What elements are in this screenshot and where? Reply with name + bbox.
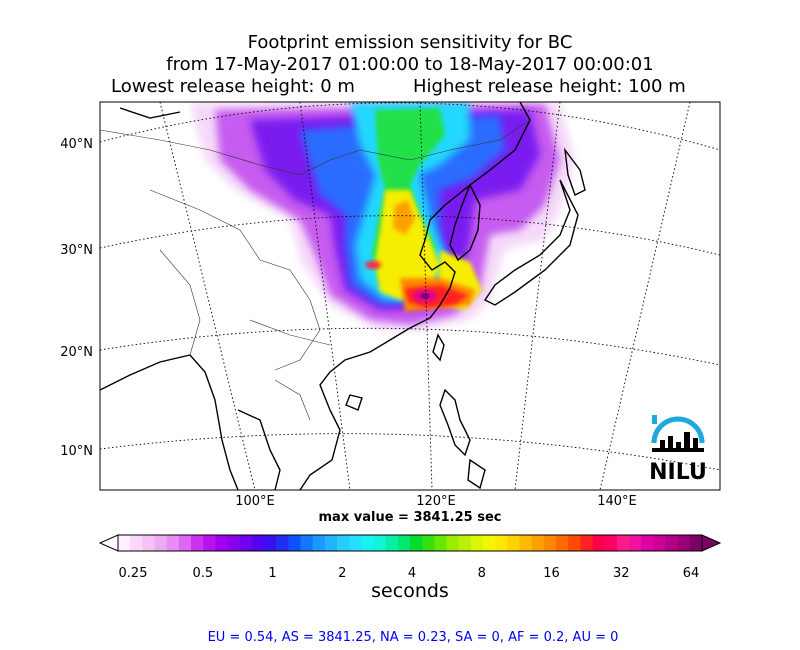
colorbar: 0.25 0.5 1 2 4 8 16 32 64 — [98, 534, 722, 581]
colorbar-cell — [154, 535, 168, 551]
longitude-labels: 100°E 120°E 140°E — [235, 494, 637, 509]
colorbar-cell — [519, 535, 533, 551]
colorbar-tick-label: 32 — [613, 566, 630, 581]
lat-label: 40°N — [60, 137, 93, 152]
colorbar-cell — [604, 535, 618, 551]
highest-release-height: Highest release height: 100 m — [413, 76, 686, 97]
colorbar-units-label: seconds — [371, 580, 449, 602]
colorbar-cell — [288, 535, 302, 551]
colorbar-cell — [349, 535, 362, 551]
colorbar-cell — [641, 535, 654, 551]
map-frame — [99, 101, 721, 491]
lowest-release-height: Lowest release height: 0 m — [111, 76, 355, 97]
colorbar-cell — [239, 535, 253, 551]
logo-text: NILU — [649, 460, 707, 485]
colorbar-frame — [117, 534, 703, 552]
colorbar-tick-label: 64 — [683, 566, 700, 581]
logo-arc — [651, 416, 705, 444]
colorbar-cell — [470, 535, 484, 551]
colorbar-cell — [324, 535, 338, 551]
colorbar-cell — [689, 535, 703, 551]
nilu-logo: NILU — [649, 415, 707, 485]
colorbar-cell — [300, 535, 314, 551]
colorbar-cell — [580, 535, 594, 551]
colorbar-cell — [483, 535, 496, 551]
colorbar-cell — [543, 535, 557, 551]
colorbar-cell — [410, 535, 423, 551]
colorbar-max-arrow — [701, 534, 722, 552]
colorbar-cell — [616, 535, 630, 551]
colorbar-cell — [215, 535, 229, 551]
colorbar-cell — [385, 535, 399, 551]
colorbar-cell — [227, 535, 241, 551]
colorbar-tick-label: 8 — [478, 566, 486, 581]
colorbar-cell — [337, 535, 350, 551]
colorbar-cell — [434, 535, 448, 551]
country-borders — [100, 119, 531, 421]
colorbar-cell — [397, 535, 411, 551]
colorbar-tick-label: 0.5 — [192, 566, 213, 581]
colorbar-cell — [361, 535, 375, 551]
colorbar-tick-label: 4 — [408, 566, 416, 581]
max-value-label: max value = 3841.25 sec — [318, 510, 502, 525]
graticule — [100, 102, 720, 490]
colorbar-tick-label: 1 — [268, 566, 276, 581]
colorbar-cell — [629, 535, 642, 551]
colorbar-cell — [531, 535, 545, 551]
colorbar-cell — [446, 535, 460, 551]
plot-title-line-3: Lowest release height: 0 m Highest relea… — [0, 76, 800, 142]
colorbar-cell — [507, 535, 521, 551]
colorbar-cell — [142, 535, 156, 551]
colorbar-tick-label: 16 — [543, 566, 560, 581]
colorbar-cell — [178, 535, 192, 551]
colorbar-cell — [665, 535, 679, 551]
colorbar-cell — [118, 535, 131, 551]
colorbar-cell — [592, 535, 606, 551]
colorbar-cell — [166, 535, 180, 551]
regional-stats: EU = 0.54, AS = 3841.25, NA = 0.23, SA =… — [207, 630, 619, 645]
colorbar-cell — [556, 535, 569, 551]
colorbar-cell — [653, 535, 667, 551]
colorbar-cell — [422, 535, 435, 551]
lon-label: 100°E — [235, 494, 275, 509]
colorbar-cell — [373, 535, 387, 551]
colorbar-cell — [251, 535, 265, 551]
colorbar-min-arrow — [98, 534, 119, 552]
coastlines — [100, 102, 586, 490]
colorbar-tick-label: 0.25 — [119, 566, 148, 581]
colorbar-cell — [568, 535, 581, 551]
colorbar-cell — [203, 535, 216, 551]
colorbar-cell — [276, 535, 289, 551]
plot-title-line-2: from 17-May-2017 01:00:00 to 18-May-2017… — [166, 54, 654, 75]
colorbar-cell — [458, 535, 472, 551]
latitude-labels: 40°N 30°N 20°N 10°N — [60, 137, 93, 459]
colorbar-cell — [264, 535, 277, 551]
plot-title-line-1: Footprint emission sensitivity for BC — [247, 32, 573, 53]
lat-label: 10°N — [60, 444, 93, 459]
lat-label: 20°N — [60, 345, 93, 360]
colorbar-cell — [495, 535, 508, 551]
colorbar-tick-label: 2 — [338, 566, 346, 581]
lat-label: 30°N — [60, 243, 93, 258]
colorbar-cell — [191, 535, 204, 551]
colorbar-cell — [677, 535, 691, 551]
colorbar-cell — [130, 535, 143, 551]
colorbar-cell — [312, 535, 326, 551]
lon-label: 120°E — [416, 494, 456, 509]
lon-label: 140°E — [597, 494, 637, 509]
